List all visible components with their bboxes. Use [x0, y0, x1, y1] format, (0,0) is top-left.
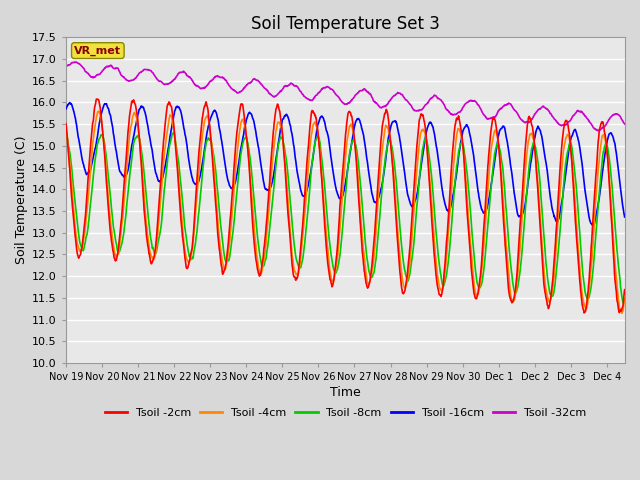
Title: Soil Temperature Set 3: Soil Temperature Set 3: [251, 15, 440, 33]
Text: VR_met: VR_met: [74, 46, 122, 56]
Y-axis label: Soil Temperature (C): Soil Temperature (C): [15, 136, 28, 264]
Legend: Tsoil -2cm, Tsoil -4cm, Tsoil -8cm, Tsoil -16cm, Tsoil -32cm: Tsoil -2cm, Tsoil -4cm, Tsoil -8cm, Tsoi…: [100, 404, 591, 422]
X-axis label: Time: Time: [330, 386, 361, 399]
